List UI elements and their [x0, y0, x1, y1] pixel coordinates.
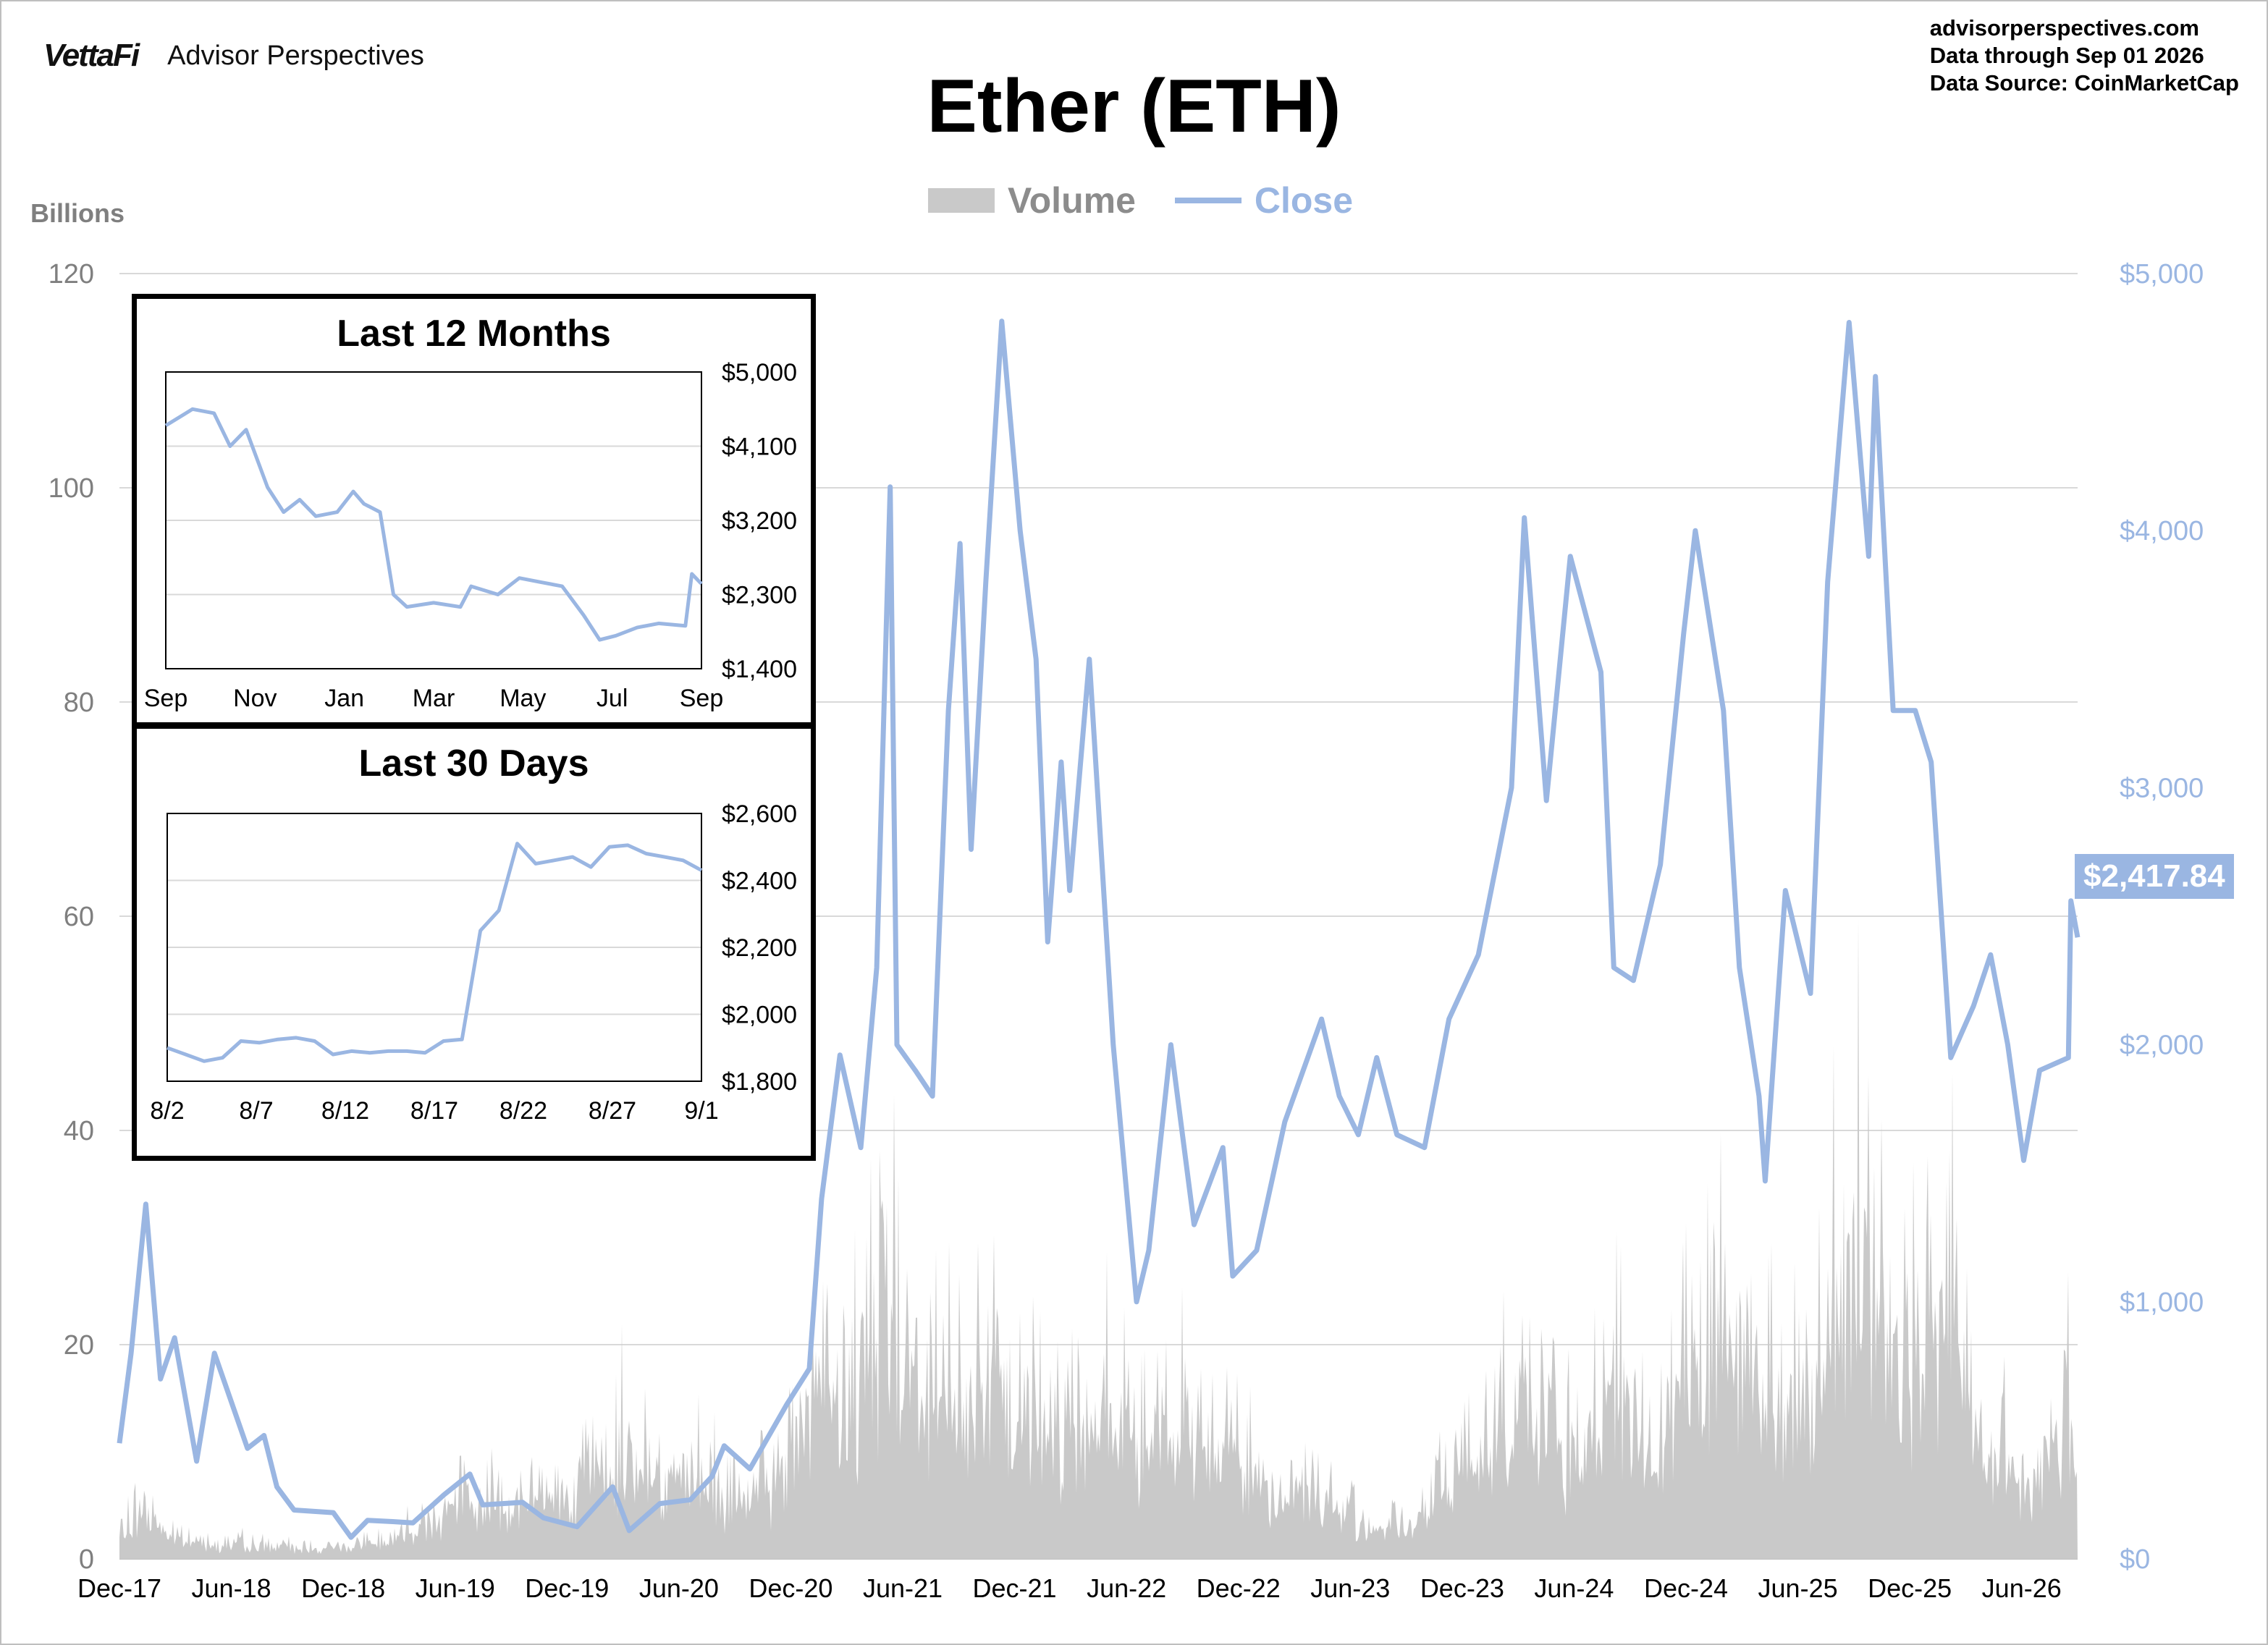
inset-plot-border: [165, 371, 702, 669]
inset-y-tick: $1,400: [722, 656, 797, 683]
right-axis-tick: $0: [2120, 1544, 2150, 1575]
right-axis-tick: $4,000: [2120, 516, 2204, 546]
x-axis-tick: Dec-17: [77, 1573, 161, 1603]
site-url: advisorperspectives.com: [1929, 15, 2199, 41]
brand-name: Advisor Perspectives: [167, 40, 424, 71]
x-axis-tick: Jun-24: [1534, 1573, 1614, 1603]
right-axis-tick: $1,000: [2120, 1287, 2204, 1318]
right-axis-tick: $5,000: [2120, 259, 2204, 289]
right-axis-tick: $2,000: [2120, 1031, 2204, 1061]
inset-y-tick: $2,200: [722, 934, 797, 962]
data-source: Data Source: CoinMarketCap: [1929, 70, 2239, 96]
close-series-line: [117, 318, 2081, 1540]
inset-y-tick: $2,600: [722, 800, 797, 828]
x-axis-tick: Jun-18: [192, 1573, 271, 1603]
inset-x-tick: Mar: [413, 685, 455, 712]
left-axis-tick: 60: [64, 902, 94, 932]
x-axis-tick: Jun-25: [1758, 1573, 1838, 1603]
inset-30d-close-line: [166, 842, 703, 1063]
inset-12m-close-line: [164, 407, 703, 642]
inset-x-tick: 9/1: [684, 1097, 718, 1125]
inset-y-tick: $4,100: [722, 434, 797, 461]
inset-x-tick: May: [499, 685, 546, 712]
inset-y-tick: $2,400: [722, 868, 797, 895]
x-axis-tick: Dec-22: [1197, 1573, 1281, 1603]
inset-last-12-months: Last 12 Months $5,000 $4,100 $3,200 $2,300 $…: [132, 294, 816, 727]
x-axis-tick: Jun-19: [416, 1573, 495, 1603]
data-through: Data through Sep 01 2026: [1929, 43, 2204, 68]
left-axis-tick: 120: [49, 259, 94, 289]
inset-y-tick: $2,000: [722, 1002, 797, 1029]
x-axis-tick: Dec-21: [973, 1573, 1057, 1603]
inset-30d-title: Last 30 Days: [358, 743, 589, 785]
x-axis-tick: Dec-25: [1868, 1573, 1952, 1603]
inset-y-tick: $5,000: [722, 359, 797, 386]
inset-x-tick: 8/22: [499, 1097, 547, 1125]
legend-volume-label: Volume: [1008, 180, 1136, 221]
inset-x-tick: Jul: [596, 685, 628, 712]
left-axis-tick: 20: [64, 1330, 94, 1361]
inset-y-tick: $1,800: [722, 1068, 797, 1096]
x-axis-tick: Jun-20: [639, 1573, 719, 1603]
x-axis-tick: Dec-18: [301, 1573, 385, 1603]
legend-volume-swatch: [928, 188, 995, 213]
x-axis-tick: Jun-23: [1310, 1573, 1390, 1603]
left-axis-tick: 100: [49, 473, 94, 504]
inset-30d-chart: $2,600 $2,400 $2,200 $2,000 $1,800 8/2 8/7 8/12…: [150, 800, 797, 1125]
last-price-badge: $2,417.84: [2075, 854, 2234, 899]
left-axis-tick: 40: [64, 1116, 94, 1146]
left-axis-tick: 0: [79, 1544, 94, 1575]
left-axis-units: Billions: [30, 198, 125, 228]
inset-x-tick: 8/17: [410, 1097, 458, 1125]
x-axis-tick: Dec-24: [1644, 1573, 1728, 1603]
left-axis-tick: 80: [64, 688, 94, 718]
source-meta: advisorperspectives.com Data through Sep…: [1930, 14, 2239, 97]
inset-last-30-days: Last 30 Days $2,600 $2,400 $2,200 $2,000 $1,…: [132, 724, 816, 1161]
legend: Volume Close: [928, 179, 1353, 221]
x-axis-tick: Dec-19: [525, 1573, 609, 1603]
legend-close-label: Close: [1254, 180, 1354, 221]
inset-x-tick: 8/7: [239, 1097, 273, 1125]
inset-plot-border: [166, 813, 702, 1082]
inset-x-tick: 8/2: [150, 1097, 184, 1125]
right-axis-tick: $3,000: [2120, 773, 2204, 803]
inset-x-tick: Sep: [680, 685, 724, 712]
inset-y-tick: $3,200: [722, 507, 797, 535]
inset-12m-title: Last 12 Months: [337, 313, 611, 355]
inset-x-tick: 8/27: [589, 1097, 636, 1125]
inset-x-tick: 8/12: [321, 1097, 369, 1125]
inset-y-tick: $2,300: [722, 582, 797, 609]
brand-header: VettaFi Advisor Perspectives: [43, 38, 424, 74]
chart-title: Ether (ETH): [927, 64, 1341, 148]
inset-x-tick: Sep: [144, 685, 188, 712]
x-axis-tick: Dec-23: [1420, 1573, 1504, 1603]
volume-area: [119, 917, 2078, 1559]
inset-x-tick: Nov: [233, 685, 277, 712]
x-axis-tick: Jun-22: [1087, 1573, 1166, 1603]
x-axis-tick: Jun-21: [863, 1573, 943, 1603]
inset-x-tick: Jan: [324, 685, 364, 712]
vettafi-logo: VettaFi: [43, 38, 140, 73]
x-axis-tick: Jun-26: [1982, 1573, 2062, 1603]
x-axis-tick: Dec-20: [749, 1573, 832, 1603]
legend-close-swatch: [1174, 198, 1242, 203]
